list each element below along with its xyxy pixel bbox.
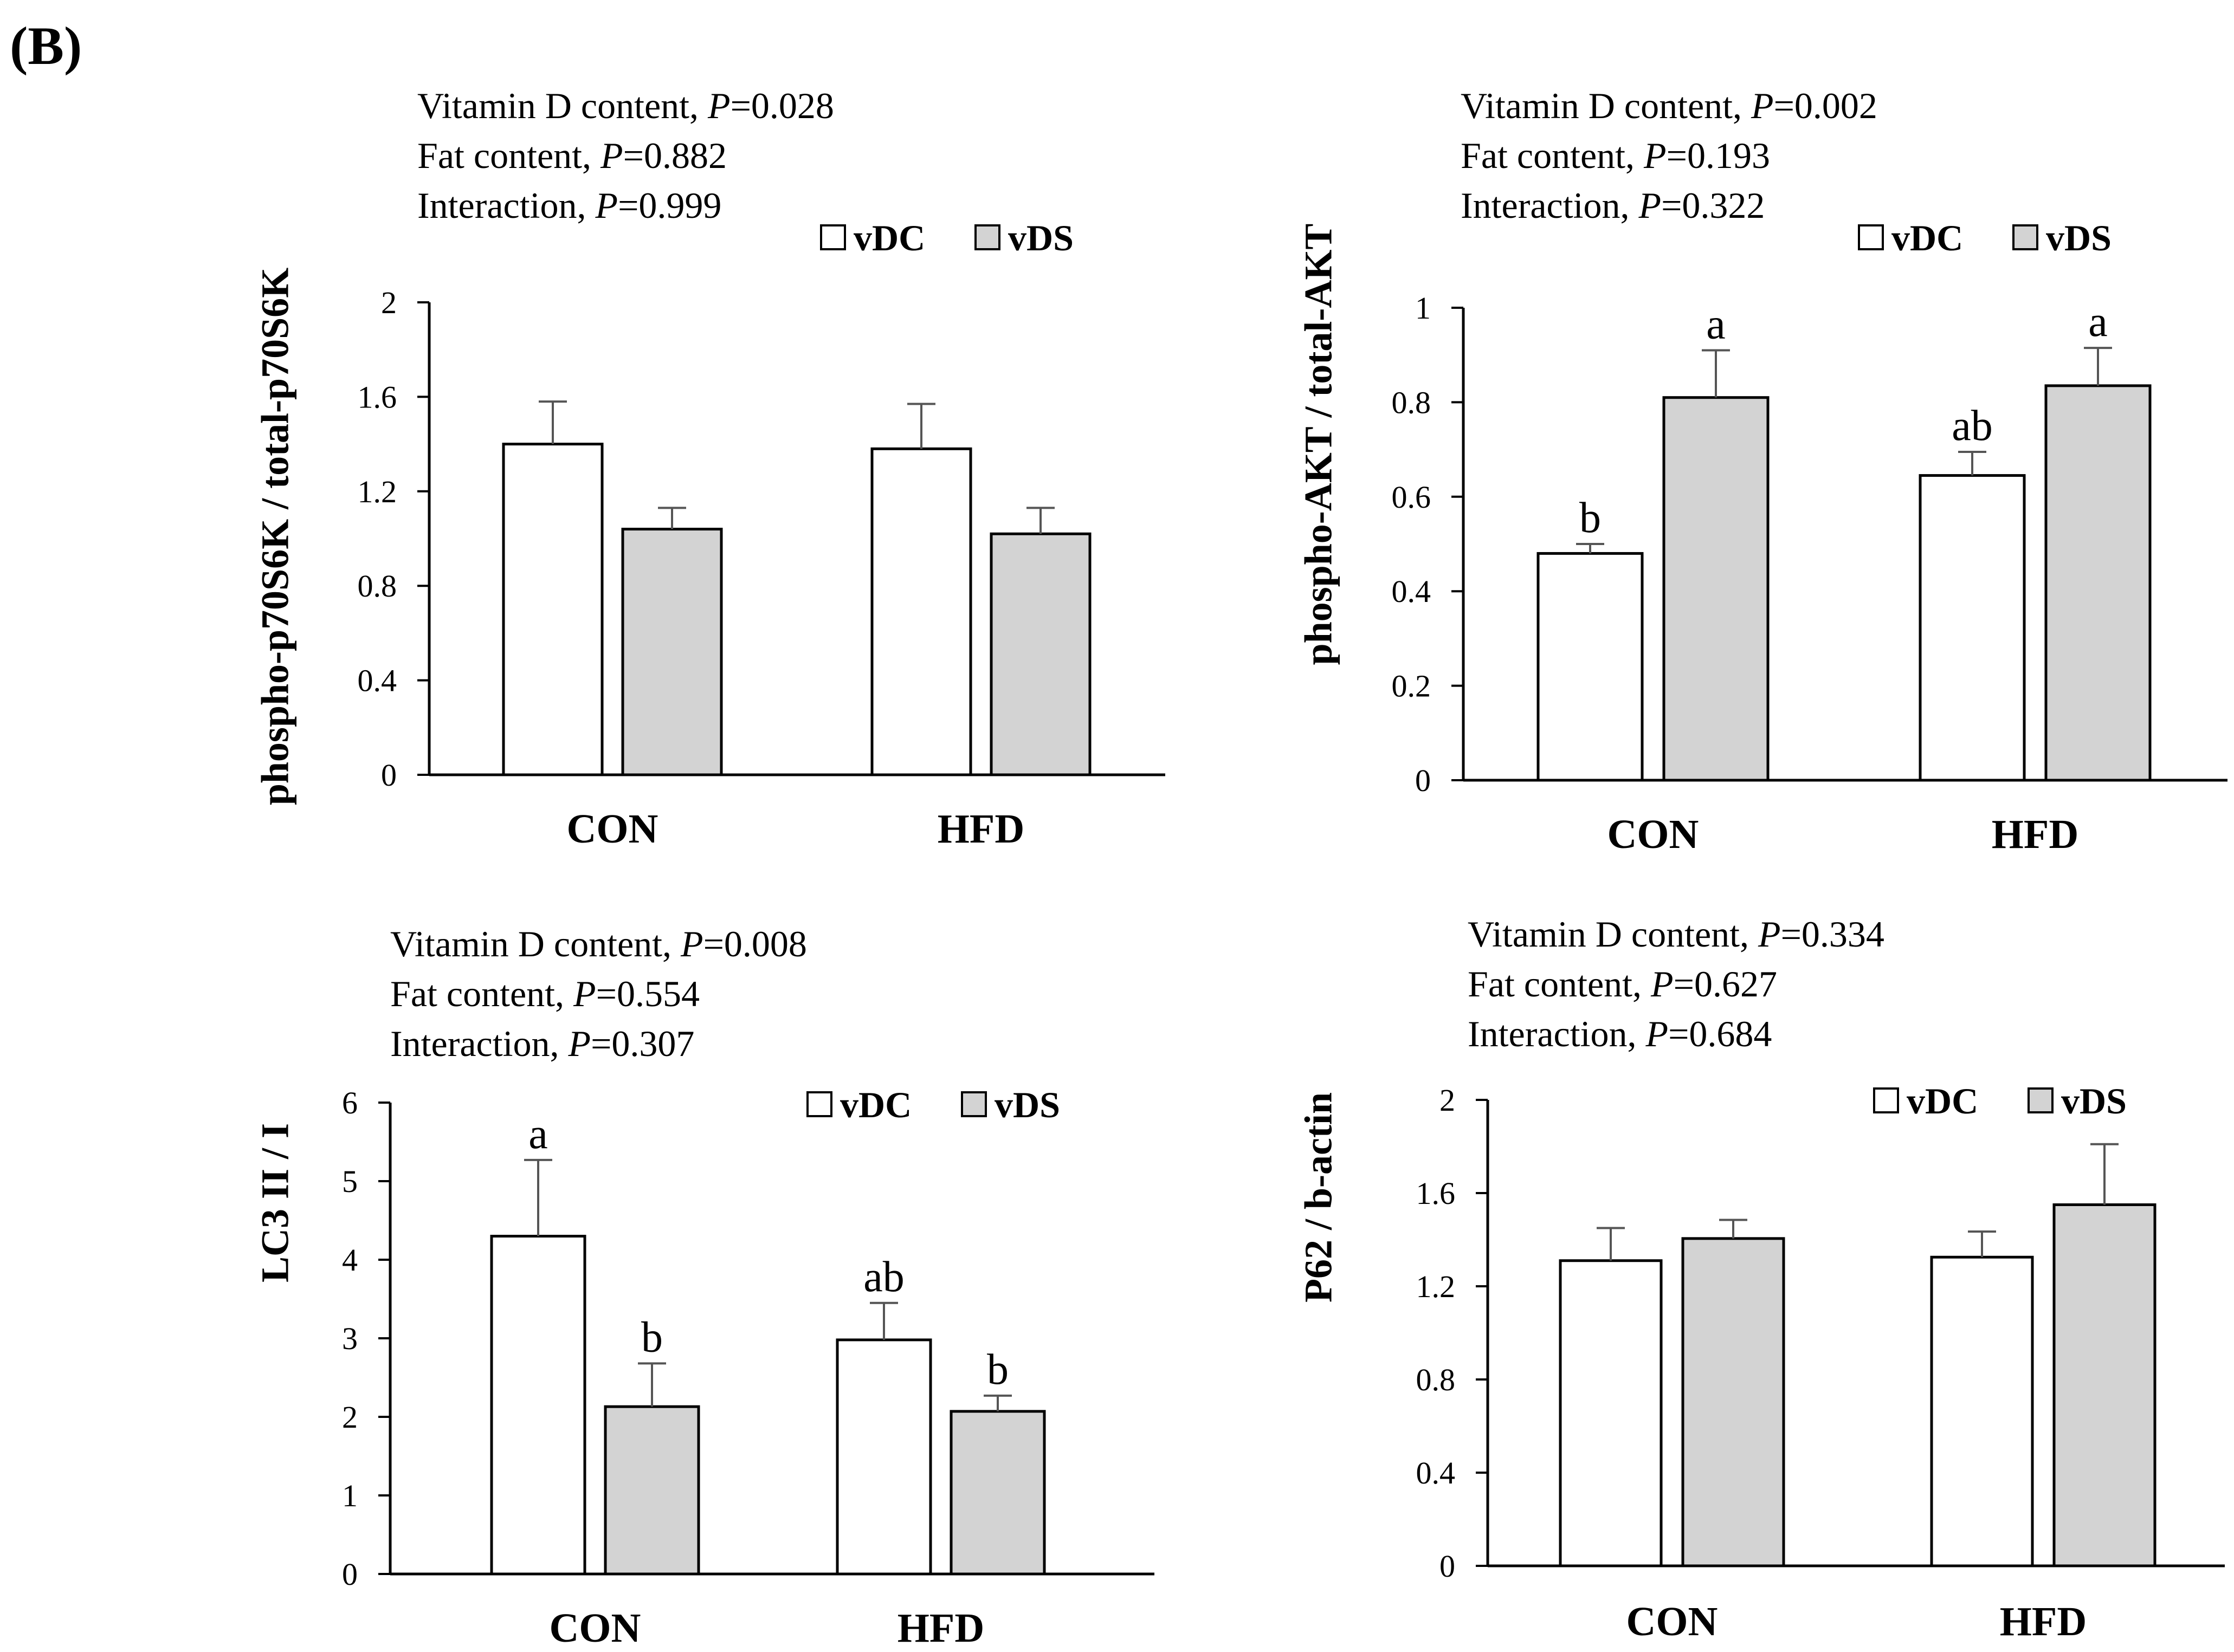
stat-line: Vitamin D content, P=0.002 [1461,85,1877,126]
y-tick-label: 4 [342,1242,358,1278]
stat-line: Fat content, P=0.193 [1461,135,1770,176]
legend-swatch-vDC [820,224,846,250]
bar-vDS-CON [1662,396,1770,782]
bar-vDC-CON [502,443,604,776]
y-tick-label: 2 [342,1400,358,1435]
significance-label: b [1579,494,1601,542]
y-tick-label: 0.8 [358,568,397,604]
x-category-label-HFD: HFD [1992,812,2078,857]
x-category-label-HFD: HFD [898,1605,984,1651]
y-tick-label: 0 [1439,1549,1455,1584]
figure-label: (B) [10,16,82,76]
y-tick-label: 0 [381,757,397,793]
legend-label-vDS: vDS [1008,217,1074,258]
chart-panel: Vitamin D content, P=0.028 Fat content, P… [254,85,1165,852]
x-category-label-CON: CON [1607,812,1699,857]
y-tick-label: 1.6 [358,379,397,414]
stat-line: Vitamin D content, P=0.028 [417,85,834,126]
y-tick-label: 5 [342,1164,358,1199]
y-tick-label: 1.6 [1416,1176,1456,1211]
chart-panel: Vitamin D content, P=0.334 Fat content, P… [1297,914,2225,1644]
significance-label: b [987,1346,1009,1394]
bar-vDS-CON [1681,1237,1785,1567]
legend-swatch-vDS [961,1091,987,1117]
significance-label: b [641,1313,663,1361]
bar-vDS-CON [604,1405,700,1576]
bar-vDS-HFD [950,1410,1046,1576]
bar-vDC-HFD [1919,474,2026,782]
stat-line: Interaction, P=0.684 [1468,1013,1772,1054]
y-tick-label: 1.2 [1416,1269,1456,1304]
stat-line: Vitamin D content, P=0.334 [1468,914,1884,955]
bar-vDC-HFD [870,447,972,776]
legend-swatch-vDC [1873,1087,1899,1113]
charts-container: Vitamin D content, P=0.028 Fat content, P… [254,85,2227,1651]
x-category-label-HFD: HFD [2000,1599,2087,1644]
y-tick-label: 0 [1415,763,1431,798]
bar-vDS-HFD [990,532,1092,776]
y-tick-label: 2 [381,285,397,320]
chart-panel: Vitamin D content, P=0.002 Fat content, P… [1297,85,2227,857]
legend-swatch-vDS [2028,1087,2054,1113]
bar-vDC-CON [1559,1259,1663,1567]
y-tick-label: 2 [1439,1083,1455,1118]
legend-swatch-vDC [1858,224,1884,250]
x-category-label-HFD: HFD [938,806,1024,852]
stat-line: Vitamin D content, P=0.008 [390,923,807,964]
stat-line: Fat content, P=0.554 [390,973,700,1014]
significance-label: a [2088,298,2108,346]
y-tick-label: 1.2 [358,474,397,509]
stat-line: Interaction, P=0.999 [417,185,721,226]
significance-label: ab [863,1253,905,1301]
y-tick-label: 3 [342,1321,358,1356]
x-category-label-CON: CON [1626,1599,1718,1644]
significance-label: ab [1952,402,1993,450]
stat-line: Fat content, P=0.627 [1468,963,1777,1005]
y-tick-label: 1 [342,1478,358,1513]
legend-label-vDS: vDS [2061,1080,2127,1122]
y-axis-label: phospho-p70S6K / total-p70S6K [254,268,297,805]
chart-panel: Vitamin D content, P=0.008 Fat content, P… [254,923,1154,1651]
y-tick-label: 6 [342,1085,358,1120]
y-axis-label: P62 / b-actin [1297,1092,1340,1303]
significance-label: a [1706,300,1726,348]
legend-label-vDC: vDC [854,217,925,258]
bar-vDC-HFD [1930,1255,2034,1567]
bar-vDS-HFD [2052,1203,2156,1567]
y-axis-label: LC3 II / I [254,1123,297,1282]
legend-label-vDC: vDC [1907,1080,1978,1122]
y-tick-label: 0.8 [1392,385,1431,420]
legend-swatch-vDS [974,224,1000,250]
y-tick-label: 0.6 [1392,480,1431,515]
stat-line: Interaction, P=0.322 [1461,185,1765,226]
y-tick-label: 1 [1415,290,1431,326]
legend-label-vDC: vDC [1891,217,1963,258]
bar-vDS-CON [621,528,723,776]
legend-label-vDS: vDS [995,1084,1060,1125]
bar-vDC-CON [1536,552,1644,782]
legend-swatch-vDS [2012,224,2038,250]
x-category-label-CON: CON [550,1605,641,1651]
legend-label-vDC: vDC [840,1084,912,1125]
bar-vDC-CON [490,1235,586,1576]
y-tick-label: 0 [342,1557,358,1592]
y-tick-label: 0.4 [1392,574,1431,609]
significance-label: a [528,1110,548,1158]
y-tick-label: 0.4 [358,663,397,698]
stat-line: Interaction, P=0.307 [390,1023,694,1064]
y-tick-label: 0.4 [1416,1455,1456,1491]
stat-line: Fat content, P=0.882 [417,135,727,176]
y-tick-label: 0.2 [1392,669,1431,704]
y-tick-label: 0.8 [1416,1362,1456,1397]
y-axis-label: phospho-AKT / total-AKT [1297,224,1340,665]
legend-swatch-vDC [806,1091,832,1117]
legend-label-vDS: vDS [2046,217,2112,258]
bar-vDC-HFD [836,1338,932,1576]
bar-vDS-HFD [2044,384,2152,782]
x-category-label-CON: CON [567,806,658,852]
